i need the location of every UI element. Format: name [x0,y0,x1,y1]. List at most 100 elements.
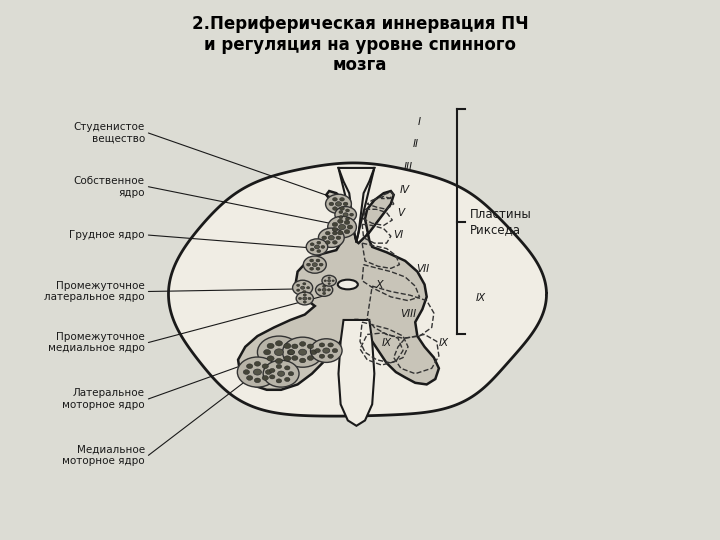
Circle shape [302,291,306,293]
Circle shape [253,369,261,375]
Circle shape [266,370,271,374]
Circle shape [333,231,337,235]
Circle shape [310,243,314,246]
Circle shape [336,236,341,240]
Circle shape [238,357,277,387]
Text: Собственное
ядро: Собственное ядро [74,176,145,198]
Circle shape [346,218,349,220]
Circle shape [289,350,294,355]
Circle shape [328,354,333,358]
Circle shape [319,263,323,266]
Circle shape [338,231,343,235]
Circle shape [310,248,314,251]
Circle shape [303,294,306,296]
Circle shape [328,283,330,285]
Circle shape [339,211,343,213]
Circle shape [340,207,344,210]
Circle shape [340,198,344,201]
Circle shape [303,256,326,273]
Circle shape [288,372,294,376]
Circle shape [332,222,338,226]
Ellipse shape [338,280,358,289]
Text: Промежуточное
латеральное ядро: Промежуточное латеральное ядро [44,281,145,302]
Circle shape [338,219,343,224]
Text: X: X [376,280,383,289]
Circle shape [284,356,291,361]
Circle shape [262,375,269,380]
Circle shape [333,198,337,201]
Circle shape [323,348,330,353]
Text: I: I [418,117,420,127]
Circle shape [318,228,344,247]
Circle shape [301,286,305,289]
Circle shape [307,263,310,266]
Circle shape [328,289,330,291]
Circle shape [243,370,250,374]
Circle shape [333,207,337,210]
Circle shape [296,292,313,305]
Circle shape [315,348,320,353]
Circle shape [350,213,354,216]
Circle shape [346,209,349,212]
Circle shape [319,343,325,347]
Circle shape [324,280,326,282]
Circle shape [316,259,320,262]
Circle shape [302,282,306,285]
Text: Студенистое
вещество: Студенистое вещество [73,122,145,144]
Circle shape [292,356,298,360]
Circle shape [303,297,307,300]
Circle shape [282,337,323,367]
Circle shape [269,375,275,379]
Text: VIII: VIII [400,309,416,319]
Text: Медиальное
моторное ядро: Медиальное моторное ядро [62,444,145,466]
Circle shape [307,287,310,289]
Circle shape [262,364,269,369]
Circle shape [328,280,330,282]
Circle shape [297,289,300,292]
Circle shape [343,213,348,217]
Circle shape [328,277,330,279]
Circle shape [254,378,261,383]
Circle shape [276,379,282,383]
Circle shape [310,339,342,362]
Circle shape [274,349,284,355]
Circle shape [333,241,337,244]
Circle shape [328,343,333,347]
Circle shape [246,364,253,369]
Polygon shape [238,191,439,390]
Circle shape [323,285,325,287]
Circle shape [269,368,275,373]
Circle shape [303,301,306,303]
Text: Латеральное
моторное ядро: Латеральное моторное ядро [62,388,145,410]
Circle shape [267,356,274,361]
Circle shape [308,298,311,300]
Text: II: II [413,139,418,148]
Circle shape [264,349,271,355]
Circle shape [310,350,317,355]
Circle shape [310,259,314,262]
Circle shape [264,360,299,387]
Circle shape [299,349,307,355]
Circle shape [267,343,274,349]
Circle shape [317,249,321,253]
Circle shape [332,280,334,282]
Circle shape [299,298,302,300]
Circle shape [254,361,261,366]
Circle shape [343,202,348,206]
Circle shape [315,284,333,296]
Circle shape [292,344,298,349]
Circle shape [284,343,291,349]
Text: IX: IX [475,293,485,303]
Text: Промежуточное
медиальное ядро: Промежуточное медиальное ядро [48,332,145,353]
Circle shape [323,292,325,295]
Circle shape [310,267,314,270]
Circle shape [335,207,356,222]
Circle shape [316,267,320,270]
Circle shape [297,284,300,287]
Circle shape [287,349,294,355]
Circle shape [276,341,282,346]
Circle shape [344,220,350,225]
Circle shape [276,359,282,364]
Text: 2.Периферическая иннервация ПЧ
и регуляция на уровне спинного
мозга: 2.Периферическая иннервация ПЧ и регуляц… [192,15,528,75]
Polygon shape [168,163,546,416]
